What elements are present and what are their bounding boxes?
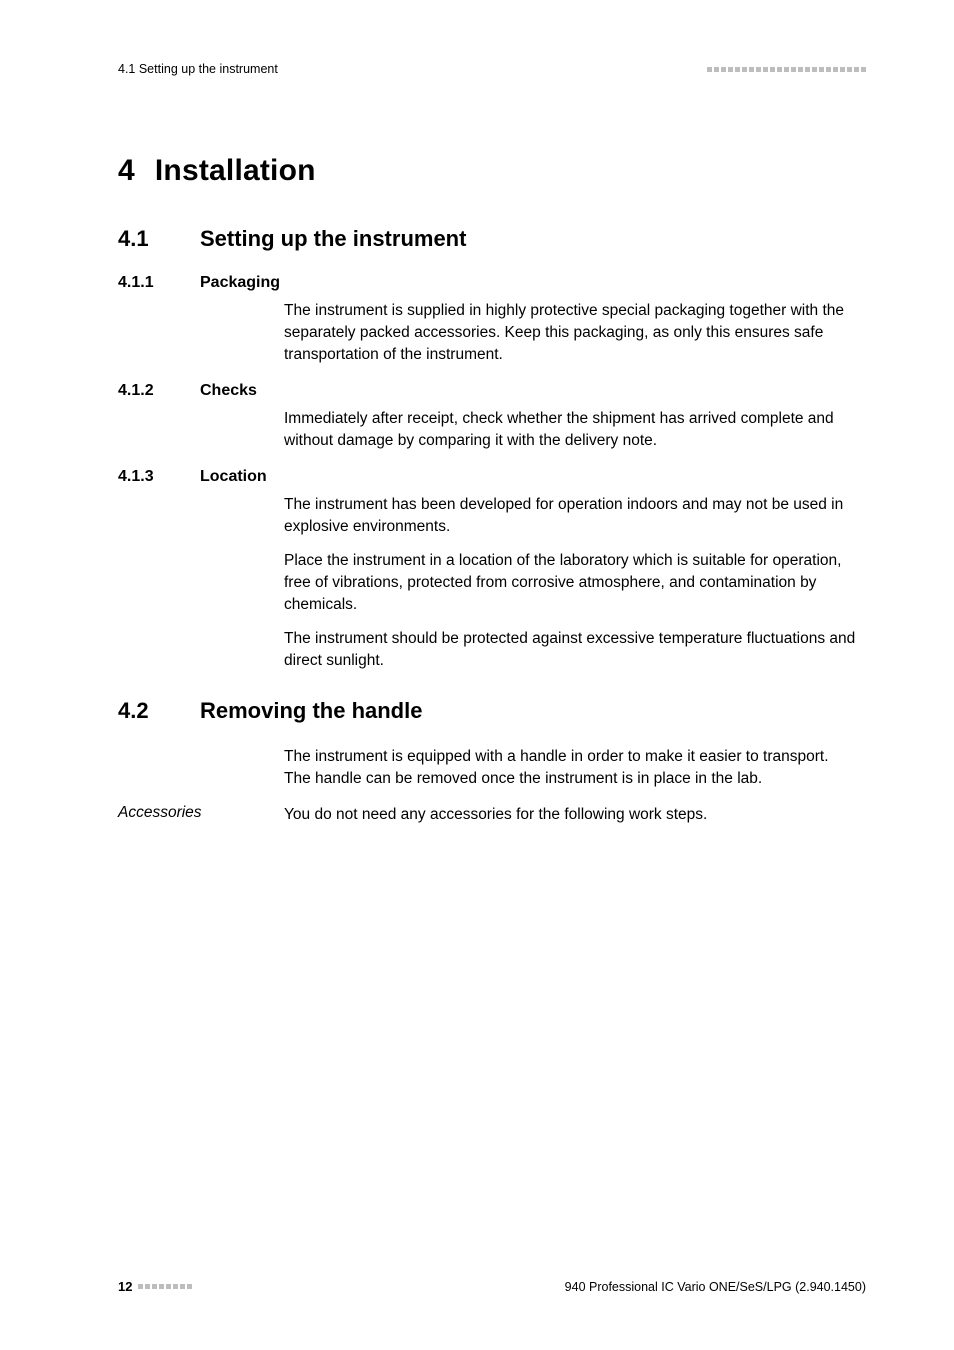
section-4-1-1-body: The instrument is supplied in highly pro…	[284, 300, 856, 366]
page-number: 12	[118, 1279, 132, 1294]
section-4-1-title: Setting up the instrument	[200, 226, 466, 251]
chapter-number: 4	[118, 154, 135, 188]
section-4-2-title: Removing the handle	[200, 698, 422, 723]
section-4-1-2-title: Checks	[200, 382, 257, 399]
footer-tick-decoration	[138, 1284, 192, 1289]
chapter-title: 4 Installation	[118, 154, 866, 188]
section-4-1-2-number: 4.1.2	[118, 382, 200, 400]
section-4-1-3-number: 4.1.3	[118, 468, 200, 486]
section-4-1-3-heading: 4.1.3Location	[118, 468, 866, 486]
page: 4.1 Setting up the instrument 4 Installat…	[0, 0, 954, 1350]
section-4-1-number: 4.1	[118, 226, 200, 252]
section-4-2-body: The instrument is equipped with a handle…	[284, 746, 856, 790]
paragraph: The instrument has been developed for op…	[284, 494, 856, 538]
paragraph: The instrument should be protected again…	[284, 628, 856, 672]
running-header-left: 4.1 Setting up the instrument	[118, 62, 278, 76]
section-4-1-2-heading: 4.1.2Checks	[118, 382, 866, 400]
page-footer: 12 940 Professional IC Vario ONE/SeS/LPG…	[118, 1279, 866, 1294]
footer-right: 940 Professional IC Vario ONE/SeS/LPG (2…	[565, 1280, 866, 1294]
running-header: 4.1 Setting up the instrument	[118, 62, 866, 76]
section-4-1-heading: 4.1Setting up the instrument	[118, 226, 866, 252]
footer-left: 12	[118, 1279, 192, 1294]
section-4-2-heading: 4.2Removing the handle	[118, 698, 866, 724]
accessories-text: You do not need any accessories for the …	[284, 804, 866, 826]
section-4-1-1-number: 4.1.1	[118, 274, 200, 292]
paragraph: Immediately after receipt, check whether…	[284, 408, 856, 452]
header-tick-decoration	[707, 67, 866, 72]
paragraph: The instrument is equipped with a handle…	[284, 746, 856, 790]
section-4-2-number: 4.2	[118, 698, 200, 724]
accessories-label: Accessories	[118, 804, 284, 822]
chapter-title-text: Installation	[155, 154, 316, 187]
accessories-row: Accessories You do not need any accessor…	[118, 804, 866, 826]
section-4-1-3-body: The instrument has been developed for op…	[284, 494, 856, 672]
section-4-1-1-heading: 4.1.1Packaging	[118, 274, 866, 292]
section-4-1-3-title: Location	[200, 468, 267, 485]
paragraph: The instrument is supplied in highly pro…	[284, 300, 856, 366]
section-4-1-2-body: Immediately after receipt, check whether…	[284, 408, 856, 452]
section-4-1-1-title: Packaging	[200, 274, 280, 291]
paragraph: Place the instrument in a location of th…	[284, 550, 856, 616]
